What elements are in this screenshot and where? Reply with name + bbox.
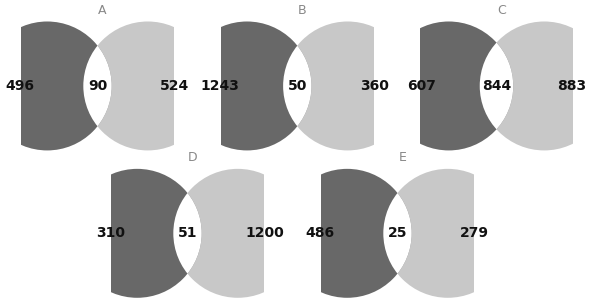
Circle shape	[385, 21, 513, 150]
Circle shape	[173, 169, 302, 298]
Text: C: C	[497, 4, 506, 17]
Circle shape	[480, 21, 600, 150]
Text: 883: 883	[557, 79, 586, 93]
Text: 50: 50	[287, 79, 307, 93]
Text: 496: 496	[5, 79, 35, 93]
Text: D: D	[188, 151, 197, 164]
Text: 25: 25	[388, 226, 407, 240]
Circle shape	[173, 169, 302, 298]
Text: B: B	[298, 4, 307, 17]
Text: A: A	[98, 4, 107, 17]
Circle shape	[182, 21, 311, 150]
Text: 1200: 1200	[245, 226, 284, 240]
Text: E: E	[398, 151, 406, 164]
Circle shape	[83, 21, 212, 150]
Text: 90: 90	[88, 79, 107, 93]
Circle shape	[383, 169, 512, 298]
Text: 279: 279	[460, 226, 490, 240]
Text: 360: 360	[360, 79, 389, 93]
Circle shape	[73, 169, 202, 298]
Circle shape	[383, 169, 512, 298]
Circle shape	[0, 21, 112, 150]
Text: 844: 844	[482, 79, 511, 93]
Circle shape	[283, 21, 412, 150]
Text: 310: 310	[95, 226, 125, 240]
Circle shape	[283, 169, 412, 298]
Text: 1243: 1243	[200, 79, 239, 93]
Text: 486: 486	[305, 226, 335, 240]
Text: 51: 51	[178, 226, 197, 240]
Text: 524: 524	[160, 79, 190, 93]
Circle shape	[283, 21, 412, 150]
Circle shape	[480, 21, 600, 150]
Text: 607: 607	[407, 79, 436, 93]
Circle shape	[83, 21, 212, 150]
